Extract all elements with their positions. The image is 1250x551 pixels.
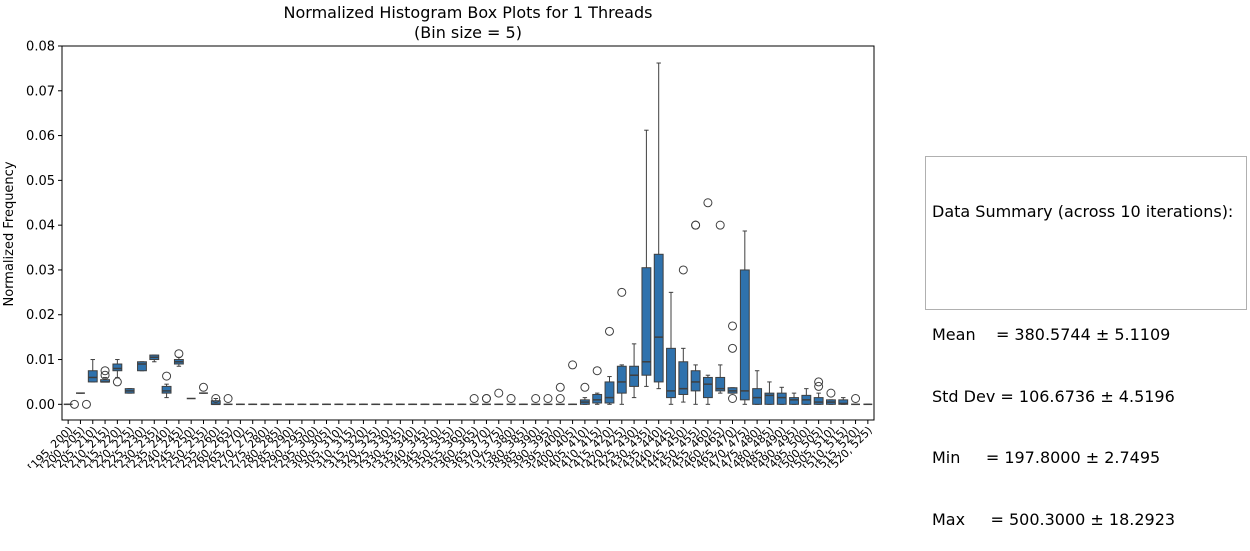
- box-iqr: [739, 269, 750, 401]
- plot-area-frame: [61, 45, 875, 421]
- y-tick-label: 0.02: [26, 308, 55, 323]
- box-iqr: [112, 363, 123, 372]
- box-iqr: [678, 361, 689, 395]
- y-tick-label: 0.04: [26, 219, 55, 234]
- outlier-point: [555, 382, 565, 392]
- outlier-point: [580, 382, 590, 392]
- summary-spacer: [932, 264, 1240, 285]
- box-iqr: [653, 253, 664, 383]
- box-iqr: [813, 397, 824, 405]
- y-tick-label: 0.03: [26, 263, 55, 278]
- outlier-point: [568, 360, 578, 370]
- box-iqr: [161, 385, 172, 394]
- outlier-point: [703, 198, 713, 208]
- box-iqr: [629, 365, 640, 387]
- outlier-point: [506, 394, 516, 404]
- chart-title: Normalized Histogram Box Plots for 1 Thr…: [284, 3, 653, 22]
- outlier-point: [112, 377, 122, 387]
- outlier-point: [100, 370, 110, 380]
- y-tick-label: 0.00: [26, 398, 55, 413]
- outlier-point: [592, 366, 602, 376]
- summary-min: Min = 197.8000 ± 2.7495: [932, 448, 1161, 467]
- summary-mean: Mean = 380.5744 ± 5.1109: [932, 325, 1171, 344]
- outlier-point: [728, 394, 738, 404]
- outlier-point: [223, 394, 233, 404]
- y-tick-label: 0.07: [26, 84, 55, 99]
- y-tick-label: 0.06: [26, 129, 55, 144]
- box-iqr: [592, 393, 603, 404]
- box-iqr: [87, 370, 98, 383]
- box-plot-chart: Normalized Histogram Box Plots for 1 Thr…: [2, 3, 875, 468]
- outlier-point: [211, 394, 221, 404]
- outlier-point: [531, 394, 541, 404]
- outlier-point: [826, 388, 836, 398]
- outlier-point: [81, 399, 91, 409]
- outlier-point: [617, 287, 627, 297]
- outlier-point: [174, 349, 184, 359]
- outlier-point: [494, 388, 504, 398]
- outlier-point: [198, 382, 208, 392]
- summary-heading: Data Summary (across 10 iterations):: [932, 202, 1234, 221]
- outlier-point: [715, 220, 725, 230]
- y-tick-label: 0.05: [26, 174, 55, 189]
- outlier-point: [728, 343, 738, 353]
- data-summary-box: Data Summary (across 10 iterations): Mea…: [925, 156, 1247, 529]
- chart-subtitle: (Bin size = 5): [414, 23, 522, 42]
- outlier-point: [543, 394, 553, 404]
- box-iqr: [690, 370, 701, 392]
- box-iqr: [838, 399, 849, 405]
- outlier-point: [814, 381, 824, 391]
- summary-std-dev: Std Dev = 106.6736 ± 4.5196: [932, 386, 1175, 406]
- box-iqr: [789, 397, 799, 405]
- outlier-point: [481, 394, 491, 404]
- y-tick-label: 0.01: [26, 353, 55, 368]
- outlier-point: [678, 265, 688, 275]
- outlier-point: [69, 399, 79, 409]
- outlier-point: [100, 366, 110, 376]
- outlier-point: [814, 377, 824, 387]
- box-iqr: [702, 376, 713, 399]
- box-iqr: [666, 347, 676, 399]
- outlier-point: [728, 321, 738, 331]
- y-axis-label: Normalized Frequency: [2, 161, 17, 306]
- box-iqr: [715, 376, 726, 392]
- box-iqr: [604, 381, 615, 404]
- outlier-point: [604, 326, 614, 336]
- outlier-point: [162, 371, 172, 381]
- box-iqr: [764, 392, 775, 405]
- y-tick-label: 0.08: [26, 40, 55, 55]
- outlier-point: [555, 394, 565, 404]
- box-iqr: [752, 388, 763, 405]
- box-iqr: [776, 392, 787, 405]
- box-iqr: [641, 267, 652, 376]
- summary-max: Max = 500.3000 ± 18.2923: [932, 509, 1176, 529]
- outlier-point: [851, 394, 861, 404]
- outlier-point: [469, 394, 479, 404]
- outlier-point: [691, 220, 701, 230]
- box-iqr: [137, 361, 147, 372]
- box-iqr: [616, 365, 627, 394]
